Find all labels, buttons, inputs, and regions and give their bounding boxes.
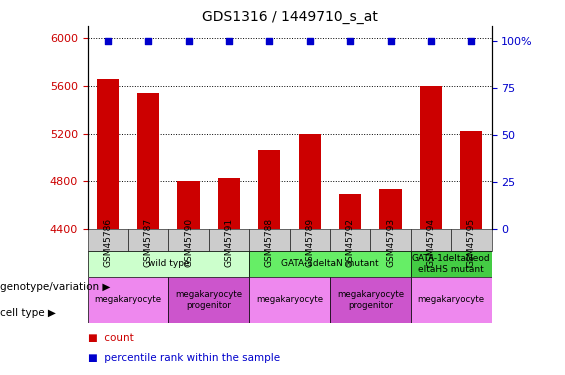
Text: GSM45791: GSM45791 — [224, 218, 233, 267]
Point — [144, 38, 153, 44]
Text: GSM45795: GSM45795 — [467, 218, 476, 267]
Bar — [218, 178, 240, 229]
Text: megakaryocyte
progenitor: megakaryocyte progenitor — [175, 290, 242, 309]
Text: GSM45794: GSM45794 — [427, 218, 436, 267]
Bar — [380, 189, 402, 229]
Bar — [137, 93, 159, 229]
Bar — [460, 131, 483, 229]
Text: ■  count: ■ count — [88, 333, 133, 342]
FancyBboxPatch shape — [411, 277, 492, 322]
Text: megakaryocyte
progenitor: megakaryocyte progenitor — [337, 290, 404, 309]
Point — [386, 38, 395, 44]
Text: megakaryocyte: megakaryocyte — [94, 296, 162, 304]
Text: GSM45790: GSM45790 — [184, 218, 193, 267]
FancyBboxPatch shape — [451, 229, 492, 251]
FancyBboxPatch shape — [209, 229, 249, 251]
Text: GATA-1deltaNeod
eltaHS mutant: GATA-1deltaNeod eltaHS mutant — [412, 254, 490, 274]
FancyBboxPatch shape — [168, 277, 249, 322]
FancyBboxPatch shape — [330, 229, 371, 251]
FancyBboxPatch shape — [411, 251, 492, 277]
Point — [305, 38, 314, 44]
FancyBboxPatch shape — [88, 251, 249, 277]
Text: GSM45787: GSM45787 — [144, 218, 153, 267]
FancyBboxPatch shape — [371, 229, 411, 251]
FancyBboxPatch shape — [249, 251, 411, 277]
Bar — [258, 150, 280, 229]
Text: megakaryocyte: megakaryocyte — [256, 296, 323, 304]
Point — [265, 38, 274, 44]
FancyBboxPatch shape — [88, 229, 128, 251]
FancyBboxPatch shape — [88, 277, 168, 322]
FancyBboxPatch shape — [168, 229, 209, 251]
Point — [103, 38, 112, 44]
FancyBboxPatch shape — [411, 229, 451, 251]
Text: GSM45793: GSM45793 — [386, 218, 395, 267]
Point — [346, 38, 355, 44]
Bar — [97, 79, 119, 229]
Point — [184, 38, 193, 44]
Text: GATA-1deltaN mutant: GATA-1deltaN mutant — [281, 260, 379, 268]
Text: wild type: wild type — [147, 260, 189, 268]
Text: GSM45789: GSM45789 — [305, 218, 314, 267]
FancyBboxPatch shape — [249, 277, 330, 322]
FancyBboxPatch shape — [128, 229, 168, 251]
FancyBboxPatch shape — [330, 277, 411, 322]
Text: ■  percentile rank within the sample: ■ percentile rank within the sample — [88, 353, 280, 363]
FancyBboxPatch shape — [290, 229, 330, 251]
Text: megakaryocyte: megakaryocyte — [418, 296, 485, 304]
Text: GSM45788: GSM45788 — [265, 218, 274, 267]
Bar — [177, 182, 199, 229]
Bar — [420, 86, 442, 229]
FancyBboxPatch shape — [249, 229, 290, 251]
Text: GSM45792: GSM45792 — [346, 218, 355, 267]
Text: cell type ▶: cell type ▶ — [0, 308, 56, 318]
Title: GDS1316 / 1449710_s_at: GDS1316 / 1449710_s_at — [202, 10, 377, 24]
Bar — [339, 195, 361, 229]
Point — [467, 38, 476, 44]
Text: GSM45786: GSM45786 — [103, 218, 112, 267]
Bar — [299, 134, 321, 229]
Text: genotype/variation ▶: genotype/variation ▶ — [0, 282, 110, 292]
Point — [224, 38, 233, 44]
Point — [427, 38, 436, 44]
